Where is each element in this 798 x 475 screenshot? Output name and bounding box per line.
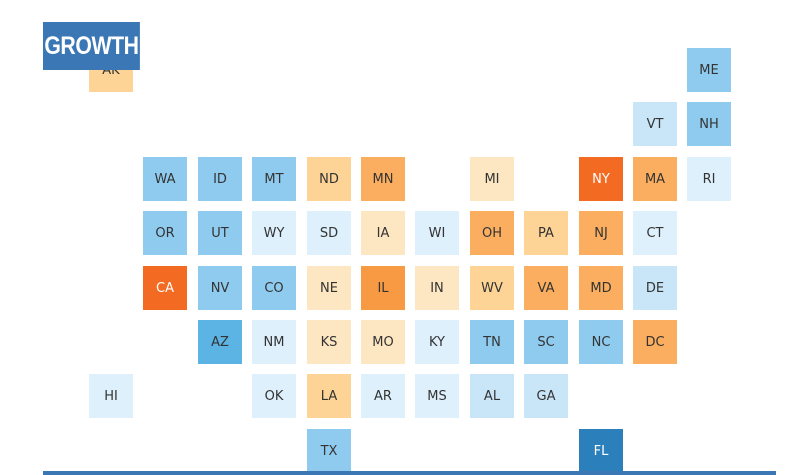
state-tile-ar[interactable]: AR <box>361 374 405 418</box>
state-tile-in[interactable]: IN <box>415 266 459 310</box>
state-tile-co[interactable]: CO <box>252 266 296 310</box>
state-tile-ia[interactable]: IA <box>361 211 405 255</box>
state-tile-la[interactable]: LA <box>307 374 351 418</box>
state-tile-ks[interactable]: KS <box>307 320 351 364</box>
state-tile-ne[interactable]: NE <box>307 266 351 310</box>
state-tile-va[interactable]: VA <box>524 266 568 310</box>
state-tile-me[interactable]: ME <box>687 48 731 92</box>
state-tile-nc[interactable]: NC <box>579 320 623 364</box>
state-tile-wa[interactable]: WA <box>143 157 187 201</box>
state-tile-mo[interactable]: MO <box>361 320 405 364</box>
state-tile-fl[interactable]: FL <box>579 429 623 473</box>
title-text: GROWTH <box>44 31 139 60</box>
state-tile-nj[interactable]: NJ <box>579 211 623 255</box>
state-tile-pa[interactable]: PA <box>524 211 568 255</box>
state-tile-ga[interactable]: GA <box>524 374 568 418</box>
state-tile-wy[interactable]: WY <box>252 211 296 255</box>
state-tile-dc[interactable]: DC <box>633 320 677 364</box>
state-tile-ct[interactable]: CT <box>633 211 677 255</box>
state-tile-mi[interactable]: MI <box>470 157 514 201</box>
state-tile-id[interactable]: ID <box>198 157 242 201</box>
state-tile-ma[interactable]: MA <box>633 157 677 201</box>
state-tile-sd[interactable]: SD <box>307 211 351 255</box>
state-tile-ny[interactable]: NY <box>579 157 623 201</box>
state-tile-ky[interactable]: KY <box>415 320 459 364</box>
state-tile-il[interactable]: IL <box>361 266 405 310</box>
state-tile-md[interactable]: MD <box>579 266 623 310</box>
title-badge: GROWTH <box>43 22 140 70</box>
state-tile-mt[interactable]: MT <box>252 157 296 201</box>
state-tile-sc[interactable]: SC <box>524 320 568 364</box>
state-tile-ok[interactable]: OK <box>252 374 296 418</box>
state-tile-oh[interactable]: OH <box>470 211 514 255</box>
state-tile-nv[interactable]: NV <box>198 266 242 310</box>
state-tile-mn[interactable]: MN <box>361 157 405 201</box>
state-tile-ca[interactable]: CA <box>143 266 187 310</box>
state-tile-ri[interactable]: RI <box>687 157 731 201</box>
state-tile-wi[interactable]: WI <box>415 211 459 255</box>
state-tile-tx[interactable]: TX <box>307 429 351 473</box>
state-tile-tn[interactable]: TN <box>470 320 514 364</box>
state-tile-hi[interactable]: HI <box>89 374 133 418</box>
state-tile-vt[interactable]: VT <box>633 102 677 146</box>
state-tile-or[interactable]: OR <box>143 211 187 255</box>
bottom-rule <box>43 471 776 475</box>
state-tile-nd[interactable]: ND <box>307 157 351 201</box>
state-tile-az[interactable]: AZ <box>198 320 242 364</box>
state-tile-de[interactable]: DE <box>633 266 677 310</box>
state-tile-ms[interactable]: MS <box>415 374 459 418</box>
state-tile-nh[interactable]: NH <box>687 102 731 146</box>
state-tile-al[interactable]: AL <box>470 374 514 418</box>
state-tile-nm[interactable]: NM <box>252 320 296 364</box>
state-tile-wv[interactable]: WV <box>470 266 514 310</box>
state-tile-ut[interactable]: UT <box>198 211 242 255</box>
